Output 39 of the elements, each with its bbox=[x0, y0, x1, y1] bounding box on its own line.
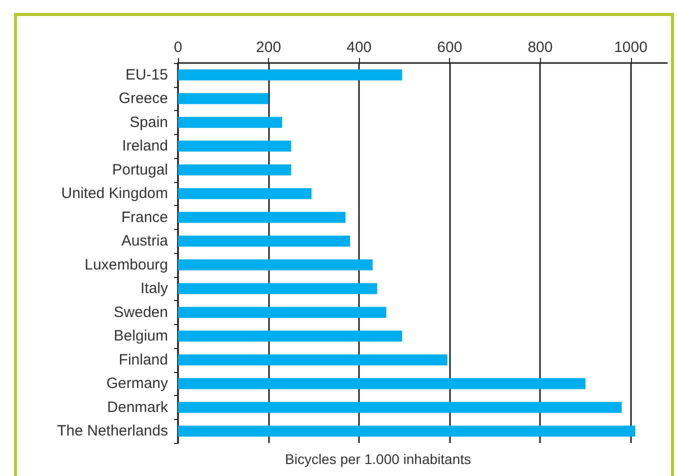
bar bbox=[178, 188, 312, 200]
bar bbox=[178, 378, 586, 390]
y-tick-label: Greece bbox=[118, 90, 168, 108]
bar bbox=[178, 354, 448, 366]
y-tick-label: EU-15 bbox=[125, 66, 168, 84]
y-tick-label: Belgium bbox=[114, 328, 168, 345]
y-tick-label: Germany bbox=[106, 375, 168, 392]
bar bbox=[178, 236, 350, 247]
x-tick-label: 200 bbox=[256, 39, 282, 56]
y-tick-label: Portugal bbox=[112, 161, 168, 178]
x-tick-label: 800 bbox=[528, 39, 553, 56]
x-tick-label: 600 bbox=[437, 39, 462, 56]
y-tick-label: Spain bbox=[130, 114, 168, 131]
x-tick-label: 1000 bbox=[614, 39, 648, 56]
x-tick-label: 400 bbox=[346, 39, 372, 56]
bar bbox=[178, 212, 346, 223]
y-tick-label: Ireland bbox=[122, 138, 168, 155]
y-tick-label: Luxembourg bbox=[84, 256, 168, 274]
bar bbox=[178, 93, 269, 104]
y-tick-label: United Kingdom bbox=[61, 185, 168, 202]
bar bbox=[178, 426, 636, 437]
x-axis-title: Bicycles per 1.000 inhabitants bbox=[285, 451, 471, 467]
bar bbox=[178, 69, 402, 80]
bar bbox=[178, 116, 282, 128]
bar bbox=[178, 259, 373, 270]
bar bbox=[178, 140, 292, 152]
bar bbox=[178, 306, 386, 318]
bar bbox=[178, 164, 292, 176]
y-tick-label: Sweden bbox=[114, 304, 168, 321]
y-tick-label: Italy bbox=[140, 280, 168, 298]
y-tick-label: Finland bbox=[118, 351, 168, 368]
x-tick-label: 0 bbox=[174, 39, 182, 56]
y-tick-label: Austria bbox=[121, 232, 169, 250]
y-tick-label: France bbox=[121, 208, 168, 226]
y-tick-label: The Netherlands bbox=[57, 422, 168, 440]
bar bbox=[178, 283, 378, 294]
bar bbox=[178, 402, 622, 413]
y-tick-label: Denmark bbox=[107, 398, 168, 416]
bar bbox=[178, 330, 402, 342]
